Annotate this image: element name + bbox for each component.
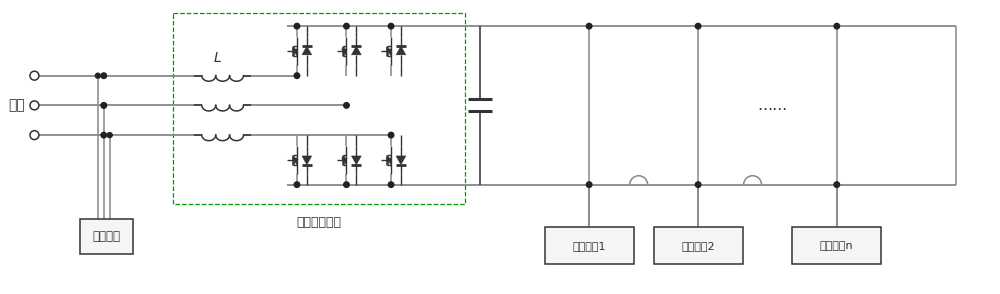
Circle shape xyxy=(101,103,106,108)
Polygon shape xyxy=(292,49,297,56)
Circle shape xyxy=(834,182,840,187)
Polygon shape xyxy=(386,49,392,56)
Polygon shape xyxy=(396,156,406,165)
Text: 逆变单元2: 逆变单元2 xyxy=(681,240,715,250)
Polygon shape xyxy=(342,49,347,56)
Polygon shape xyxy=(351,46,361,55)
Circle shape xyxy=(101,103,107,108)
Circle shape xyxy=(344,24,349,29)
Polygon shape xyxy=(292,158,297,165)
Circle shape xyxy=(388,132,394,138)
Bar xyxy=(173,13,465,204)
Circle shape xyxy=(294,182,300,187)
Circle shape xyxy=(388,182,394,187)
Text: 全控整流单元: 全控整流单元 xyxy=(297,216,342,229)
Polygon shape xyxy=(386,158,392,165)
Circle shape xyxy=(695,24,701,29)
Polygon shape xyxy=(342,158,347,165)
Circle shape xyxy=(101,132,107,138)
Text: 其它负载: 其它负载 xyxy=(93,230,121,243)
Polygon shape xyxy=(302,156,312,165)
Text: ……: …… xyxy=(757,98,788,113)
Text: 逆变单元n: 逆变单元n xyxy=(820,240,854,250)
Polygon shape xyxy=(396,46,406,55)
Circle shape xyxy=(344,182,349,187)
Circle shape xyxy=(107,133,112,138)
Circle shape xyxy=(294,24,300,29)
Circle shape xyxy=(344,103,349,108)
Bar xyxy=(545,227,634,264)
Circle shape xyxy=(586,24,592,29)
Bar xyxy=(654,227,743,264)
Circle shape xyxy=(95,73,100,78)
Circle shape xyxy=(586,182,592,187)
Circle shape xyxy=(834,24,840,29)
Bar xyxy=(792,227,881,264)
Circle shape xyxy=(294,73,300,78)
Polygon shape xyxy=(302,46,312,55)
Circle shape xyxy=(388,24,394,29)
Bar xyxy=(80,219,133,254)
Polygon shape xyxy=(351,156,361,165)
Text: 逆变单元1: 逆变单元1 xyxy=(572,240,606,250)
Text: 电网: 电网 xyxy=(8,98,25,112)
Circle shape xyxy=(695,182,701,187)
Text: L: L xyxy=(214,51,222,65)
Circle shape xyxy=(101,73,107,78)
